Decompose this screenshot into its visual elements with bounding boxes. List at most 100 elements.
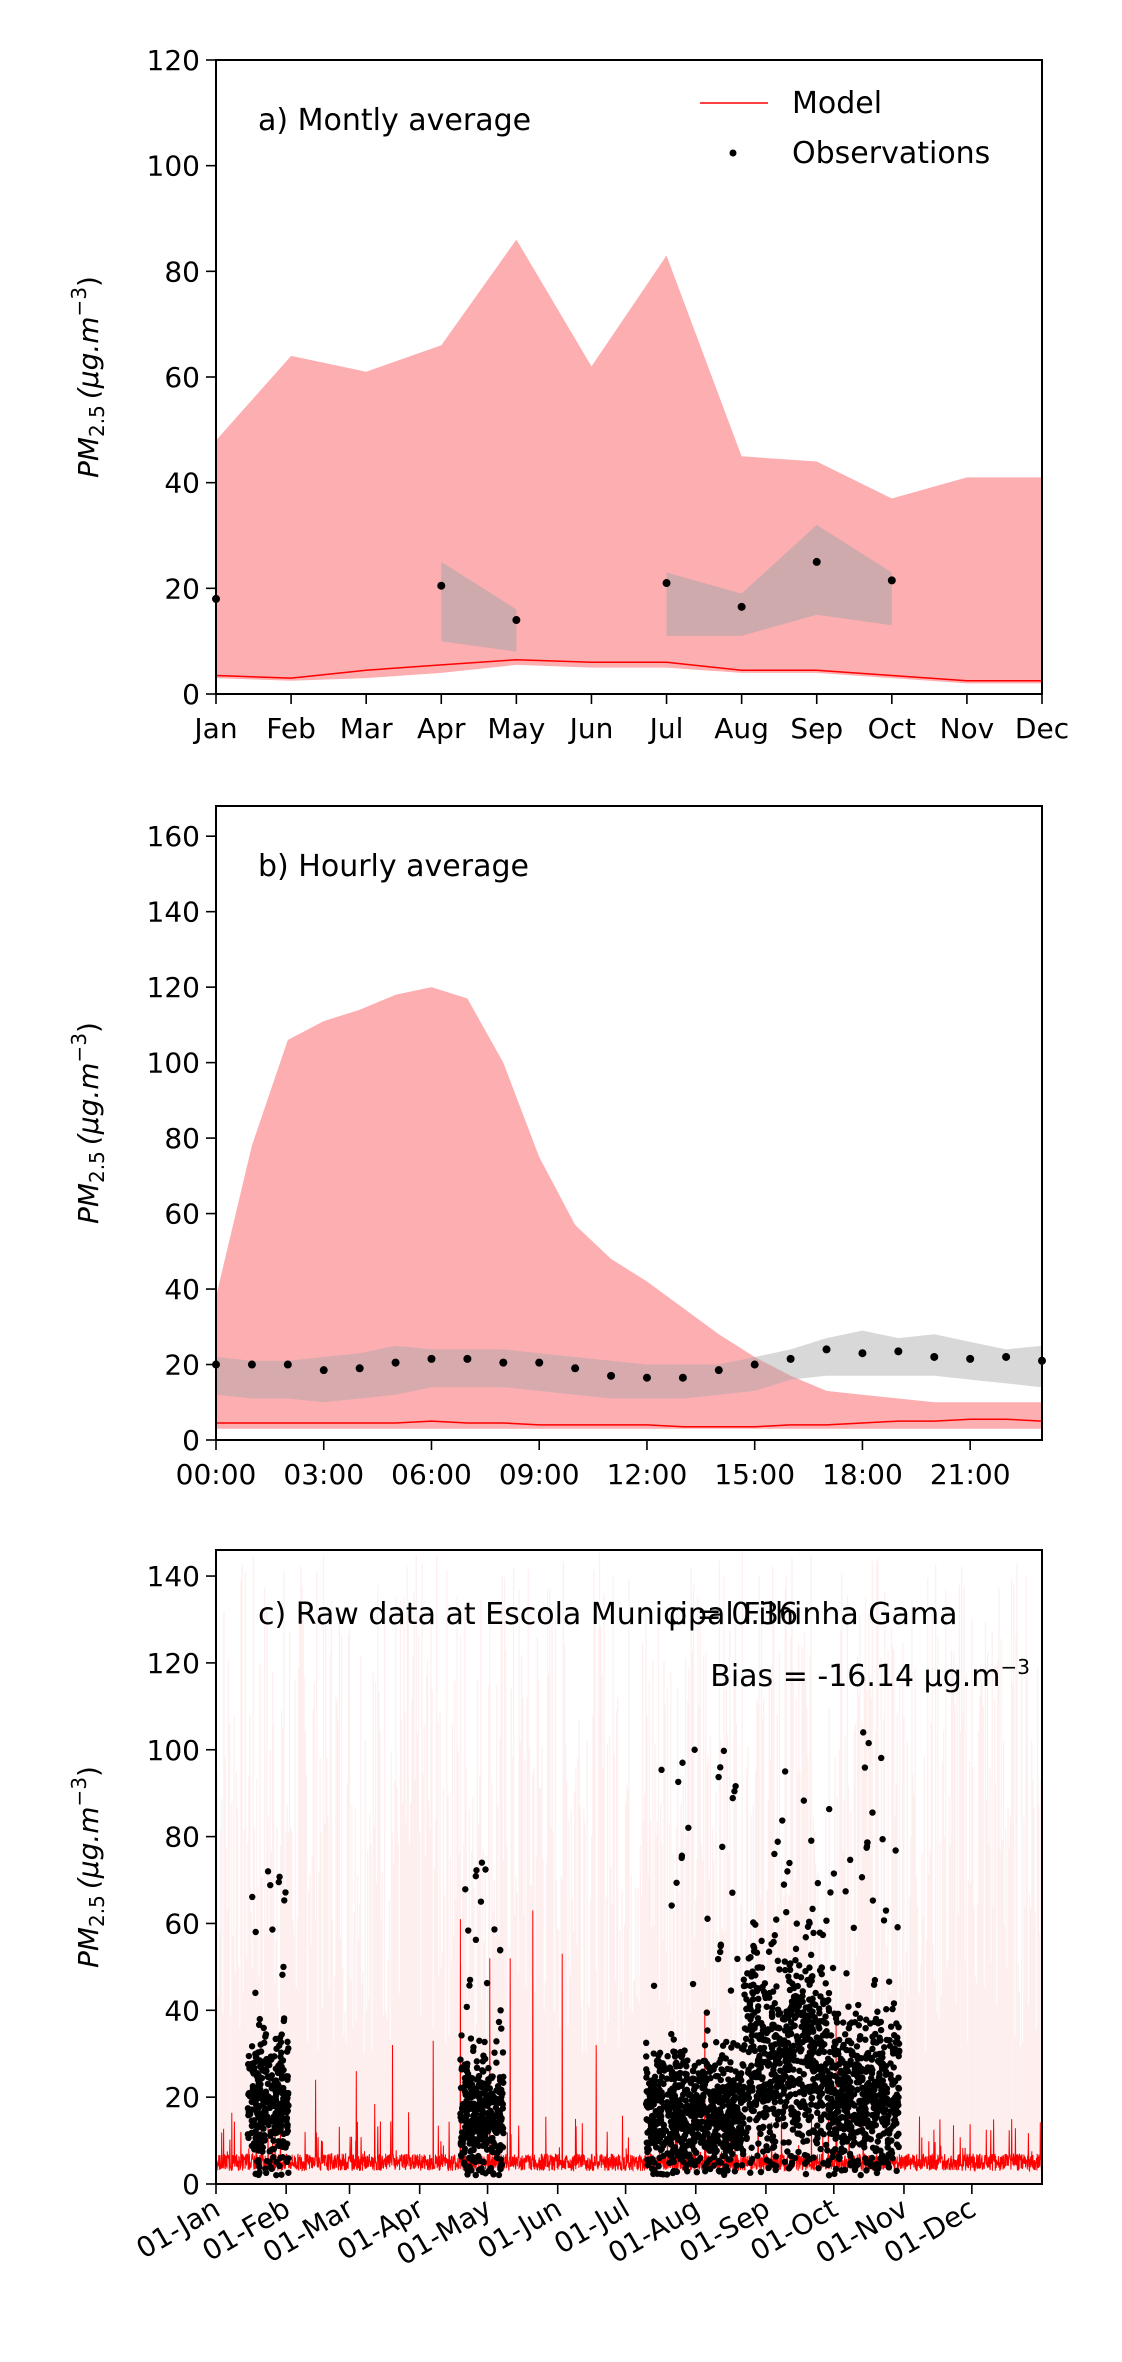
observation-point <box>874 2008 881 2015</box>
observation-point <box>833 2088 840 2096</box>
observation-point <box>655 2062 662 2070</box>
observation-point <box>249 1893 256 1901</box>
observation-point <box>668 1902 675 1909</box>
observation-point <box>278 2072 286 2080</box>
observation-point <box>865 2123 872 2130</box>
observation-point <box>863 1844 870 1851</box>
observation-point <box>781 2158 789 2166</box>
observation-point <box>792 1992 799 2000</box>
observation-point <box>789 1999 796 2006</box>
observation-point <box>872 2121 880 2129</box>
observation-point <box>815 2164 822 2172</box>
observation-point <box>883 2085 891 2092</box>
y-tick-label: 80 <box>164 1821 200 1854</box>
observation-point <box>817 2145 824 2153</box>
observation-point <box>670 2036 677 2043</box>
legend-observations-label: Observations <box>792 136 990 171</box>
observation-point <box>267 2100 274 2108</box>
model-mean-line <box>215 658 1042 682</box>
observation-point <box>272 2035 279 2043</box>
observation-point <box>768 2009 776 2016</box>
observation-point <box>730 2039 737 2047</box>
observation-point <box>470 2114 478 2121</box>
observation-point <box>699 2097 706 2104</box>
observation-point <box>700 2132 708 2140</box>
observation-point <box>474 2105 481 2112</box>
observation-point <box>852 2010 859 2017</box>
observation-point <box>887 576 896 585</box>
observation-point <box>733 2084 740 2091</box>
observation-point <box>467 2129 474 2136</box>
observation-point <box>805 1918 813 1925</box>
observation-point <box>512 616 521 625</box>
observation-point <box>659 2140 667 2148</box>
observation-point <box>872 2030 879 2038</box>
observation-point <box>259 2100 267 2108</box>
observation-point <box>685 1824 692 1831</box>
observation-point <box>851 2166 859 2174</box>
observation-point <box>462 2091 469 2099</box>
observation-point <box>657 2112 664 2120</box>
observation-point <box>859 2139 867 2146</box>
observation-point <box>651 2081 658 2088</box>
observation-point <box>779 2040 787 2048</box>
observation-point <box>472 2171 479 2179</box>
observation-point <box>817 2098 824 2106</box>
observation-point <box>765 2106 772 2113</box>
observation-point <box>776 2009 784 2017</box>
observation-point <box>860 1729 867 1736</box>
observation-point <box>799 1988 806 1995</box>
observation-point <box>856 2063 863 2070</box>
x-tick-label: 15:00 <box>714 1458 795 1491</box>
observation-point <box>704 2027 711 2034</box>
observation-point <box>465 1927 472 1934</box>
observation-point <box>828 2082 835 2089</box>
observation-point <box>714 1955 722 1963</box>
observation-point <box>818 1970 825 1978</box>
panel-a-y-axis-title: PM2.5(μg.m−3) <box>67 276 109 478</box>
observation-point <box>785 2139 792 2146</box>
observation-point <box>878 2086 885 2094</box>
observation-point <box>281 1897 288 1904</box>
observation-point <box>829 2064 836 2071</box>
observation-point <box>692 2094 699 2102</box>
observation-point <box>476 2096 484 2103</box>
observation-point <box>721 2084 728 2091</box>
y-tick-label: 140 <box>147 1560 200 1593</box>
observation-point <box>749 2084 756 2091</box>
observation-point <box>753 2032 760 2039</box>
observation-point <box>737 2099 745 2106</box>
observation-point <box>481 2038 488 2046</box>
observation-point <box>792 2090 799 2098</box>
observation-point <box>285 2045 292 2052</box>
observation-point <box>745 2089 752 2097</box>
observation-point <box>706 2068 714 2075</box>
observation-point <box>472 1872 480 1880</box>
observation-point <box>689 1980 697 1988</box>
panel-b-title: b) Hourly average <box>258 849 529 884</box>
observation-point <box>667 2158 675 2166</box>
observation-point <box>643 2066 650 2073</box>
observation-point <box>667 2091 674 2098</box>
observation-point <box>806 2003 813 2010</box>
observation-point <box>783 2098 790 2105</box>
observation-point <box>831 2126 839 2133</box>
observation-point <box>427 1354 436 1363</box>
observation-point <box>853 2043 861 2050</box>
observation-point <box>713 2039 720 2046</box>
model-mean-line <box>216 1418 1043 1428</box>
observation-point <box>721 2132 728 2140</box>
observation-point <box>772 2153 780 2160</box>
observation-point <box>773 2084 781 2091</box>
observation-point <box>829 2116 836 2123</box>
observation-point <box>497 2142 504 2149</box>
observation-point <box>280 1963 287 1971</box>
observation-point <box>274 2080 281 2088</box>
observation-spread-band <box>666 524 892 636</box>
observation-point <box>878 2116 886 2123</box>
observation-point <box>491 1926 498 1933</box>
observation-point <box>822 2013 829 2020</box>
observation-point <box>722 2163 730 2170</box>
observation-point <box>262 2031 270 2038</box>
x-tick-label: Feb <box>266 712 316 745</box>
